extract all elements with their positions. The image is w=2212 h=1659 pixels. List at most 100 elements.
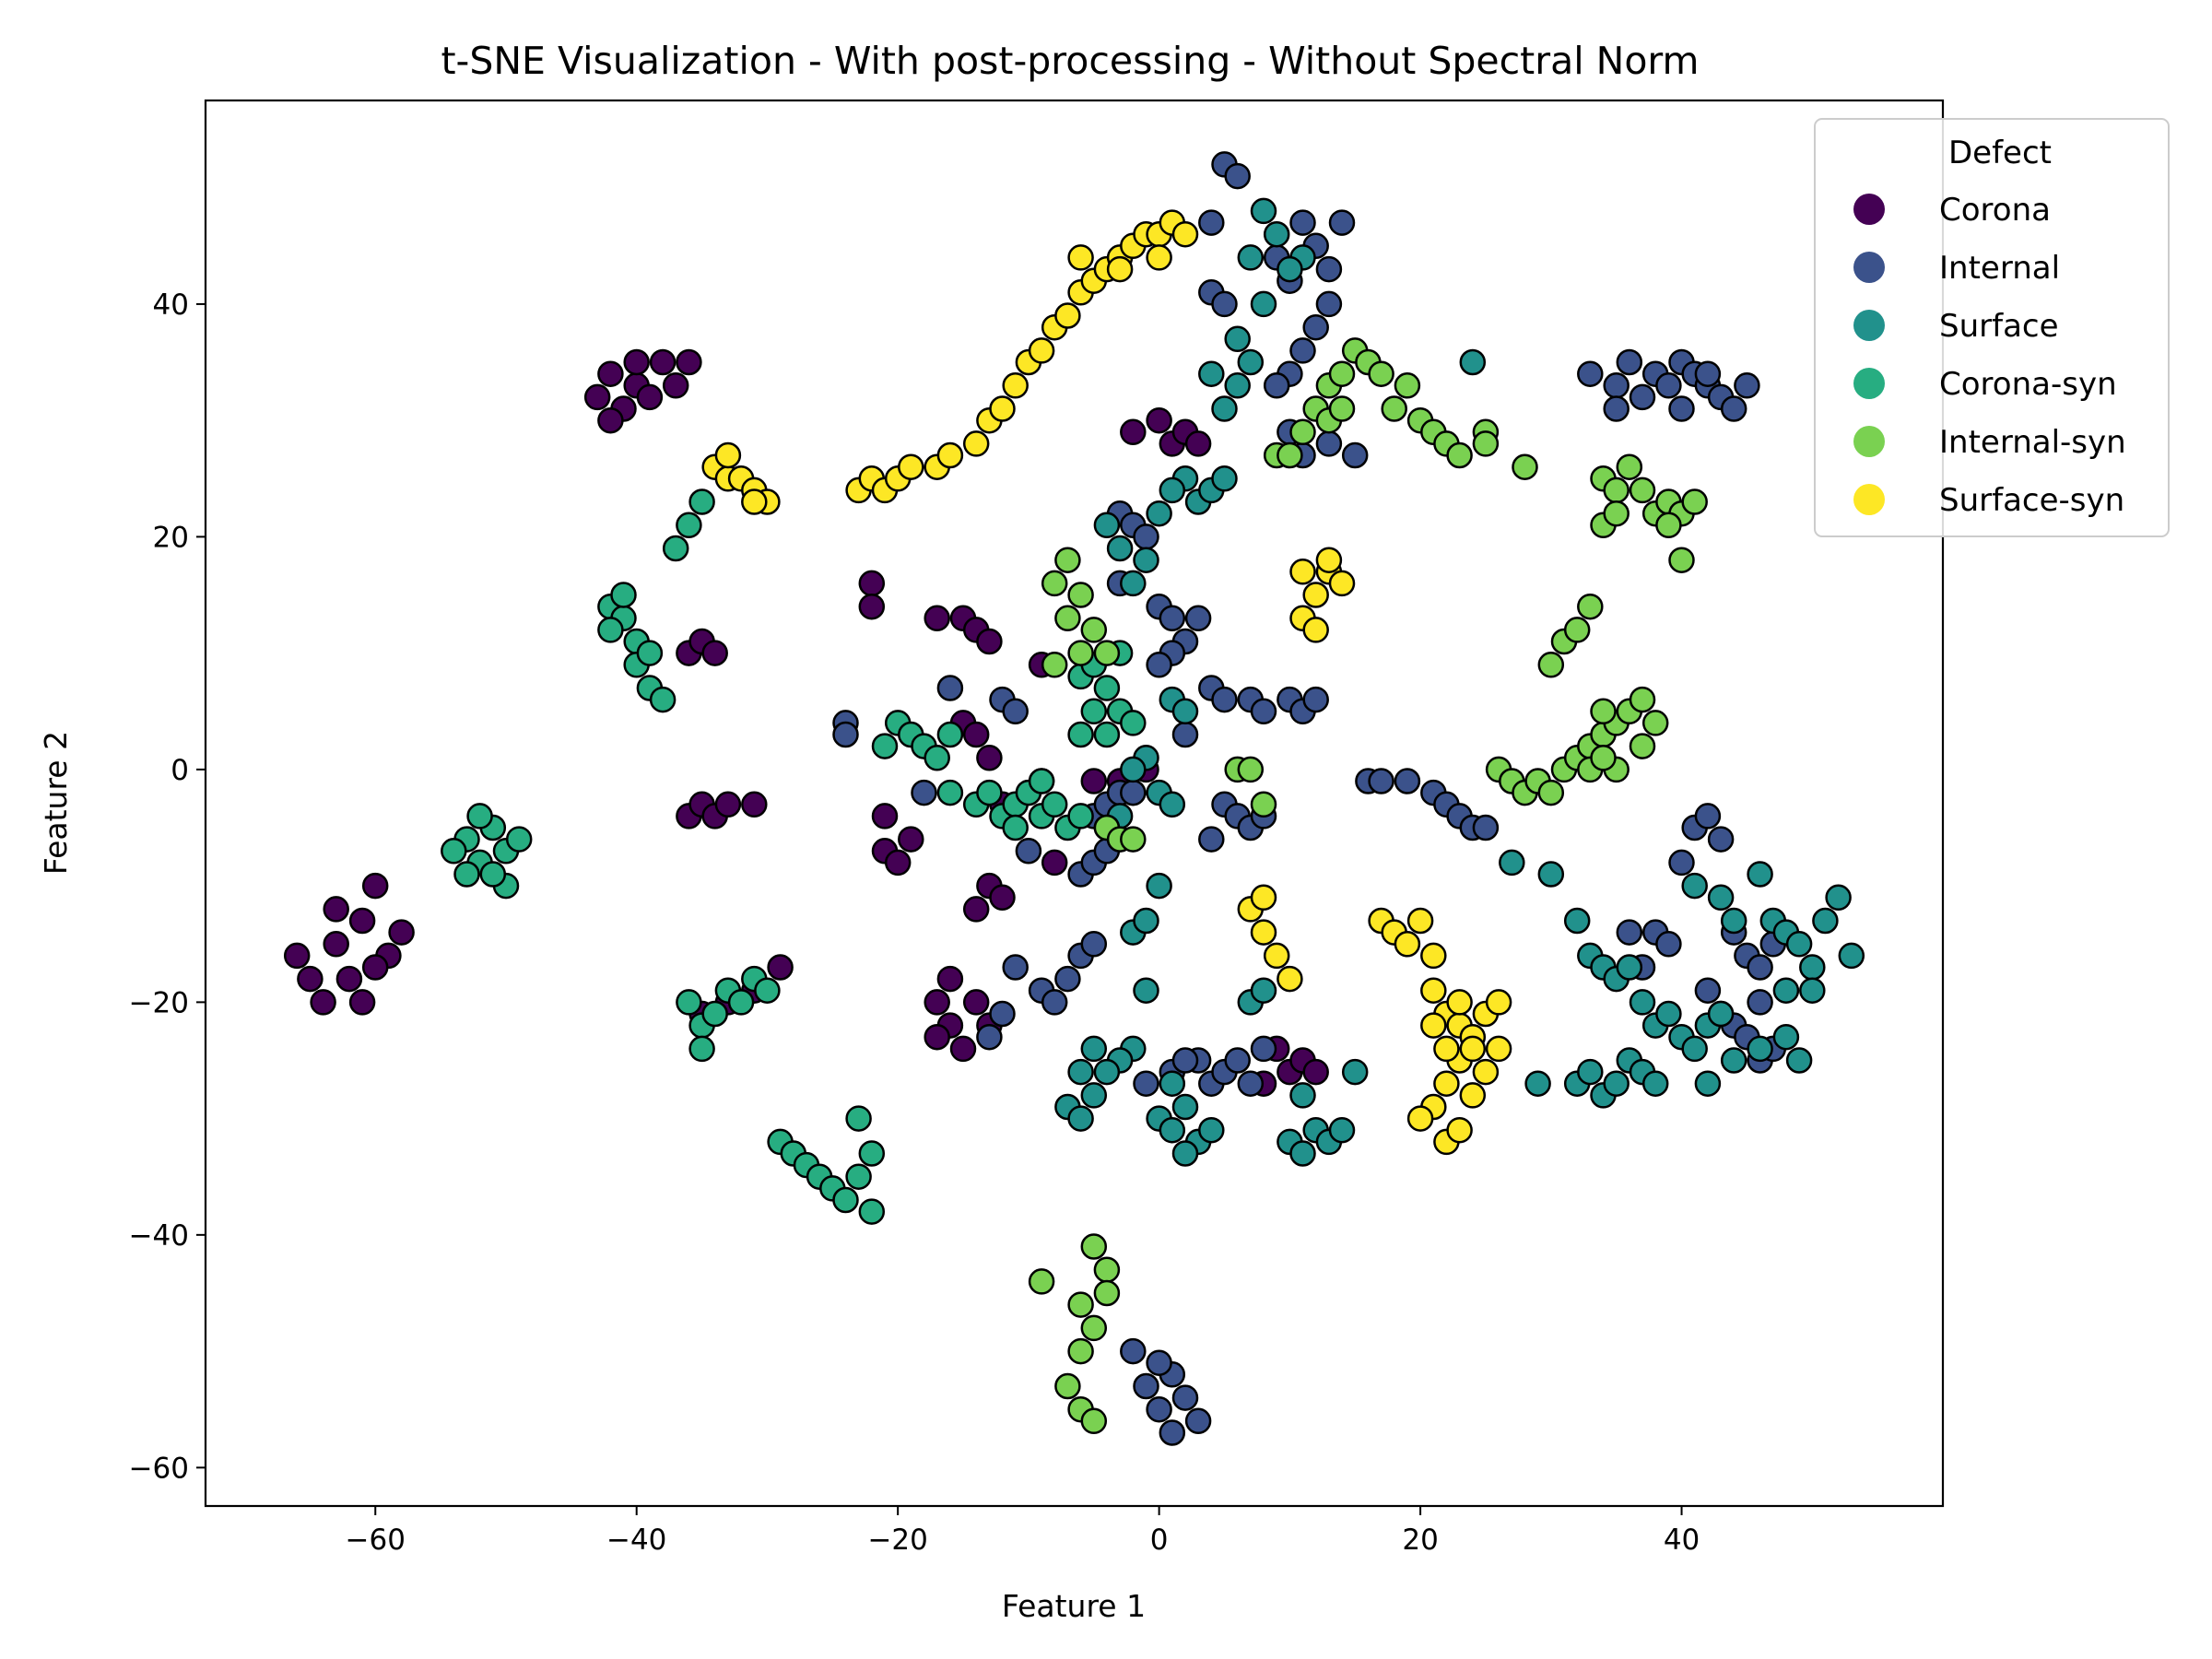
y-tick-label-4: 20 <box>153 521 189 554</box>
point-internal-91 <box>1577 360 1604 387</box>
point-corona-syn-64 <box>1120 710 1147 736</box>
point-corona-syn-21 <box>636 640 664 666</box>
point-surface-syn-31 <box>1067 244 1094 271</box>
point-corona-62 <box>1080 768 1108 794</box>
point-surface-9 <box>1198 360 1225 387</box>
point-internal-syn-34 <box>1328 395 1356 422</box>
point-corona-syn-60 <box>1093 675 1121 701</box>
point-corona-syn-16 <box>597 617 624 643</box>
point-surface-31 <box>1146 872 1172 900</box>
point-corona-12 <box>583 383 611 411</box>
point-corona-10 <box>297 965 324 993</box>
legend-label-internal-syn: Internal-syn <box>1939 424 2126 461</box>
point-corona-syn-38 <box>845 1105 872 1132</box>
point-surface-41 <box>1159 1070 1186 1097</box>
point-surface-81 <box>1707 884 1735 912</box>
point-internal-102 <box>1734 372 1760 399</box>
point-surface-61 <box>1563 907 1591 935</box>
point-surface-55 <box>1341 1058 1369 1086</box>
point-internal-61 <box>1315 430 1343 457</box>
point-corona-syn-24 <box>701 1000 728 1028</box>
point-surface-91 <box>1772 977 1800 1004</box>
point-surface-syn-38 <box>1250 884 1277 912</box>
point-corona-0 <box>283 942 311 970</box>
point-corona-syn-44 <box>936 721 964 748</box>
point-surface-54 <box>1328 1116 1356 1144</box>
point-internal-119 <box>1747 989 1773 1016</box>
point-corona-66 <box>1120 418 1147 446</box>
point-corona-syn-52 <box>1028 768 1055 794</box>
point-internal-syn-0 <box>1041 570 1068 597</box>
y-tick-label-3: 0 <box>171 754 189 787</box>
point-corona-70 <box>1184 430 1212 457</box>
point-internal-53 <box>1302 313 1329 341</box>
point-corona-syn-15 <box>649 686 677 713</box>
chart-title: t-SNE Visualization - With post-processi… <box>441 39 1699 83</box>
point-corona-syn-45 <box>871 733 899 759</box>
point-corona-syn-35 <box>832 1186 859 1214</box>
point-surface-49 <box>1250 977 1277 1004</box>
point-corona-syn-7 <box>479 861 507 888</box>
point-surface-83 <box>1747 861 1773 888</box>
point-internal-37 <box>1250 698 1277 725</box>
point-surface-syn-60 <box>1446 1116 1473 1144</box>
point-surface-87 <box>1799 954 1826 981</box>
point-internal-65 <box>1394 768 1421 794</box>
point-surface-syn-56 <box>1433 1070 1460 1097</box>
point-surface-20 <box>1120 570 1147 597</box>
point-surface-82 <box>1720 907 1747 935</box>
point-corona-29 <box>741 791 768 818</box>
point-surface-14 <box>1250 197 1277 225</box>
point-surface-96 <box>1772 1023 1800 1051</box>
point-corona-syn-6 <box>441 838 467 865</box>
point-internal-33 <box>1171 721 1199 748</box>
point-corona-syn-20 <box>688 488 715 515</box>
point-surface-syn-44 <box>1289 559 1316 585</box>
point-corona-syn-28 <box>754 977 781 1004</box>
point-internal-syn-10 <box>1120 826 1147 853</box>
point-internal-syn-48 <box>1537 779 1565 806</box>
point-internal-106 <box>1668 849 1695 877</box>
point-surface-syn-33 <box>1146 244 1172 271</box>
point-internal-103 <box>1603 395 1630 422</box>
point-surface-66 <box>1629 989 1656 1016</box>
point-surface-86 <box>1785 931 1813 958</box>
point-surface-70 <box>1681 1035 1708 1063</box>
point-internal-52 <box>1315 290 1343 318</box>
point-internal-62 <box>1341 441 1369 469</box>
y-tick-label-0: −60 <box>129 1452 189 1485</box>
point-corona-38 <box>884 849 912 877</box>
point-corona-46 <box>976 745 1003 771</box>
legend-label-surface-syn: Surface-syn <box>1939 482 2124 519</box>
point-corona-35 <box>858 593 886 620</box>
point-corona-1 <box>310 989 336 1016</box>
point-surface-57 <box>1459 348 1487 376</box>
point-corona-syn-43 <box>924 745 950 771</box>
point-internal-syn-32 <box>1368 360 1394 387</box>
point-surface-syn-65 <box>1485 989 1512 1016</box>
point-surface-58 <box>1499 849 1525 877</box>
point-internal-syn-12 <box>1237 756 1265 783</box>
point-corona-syn-26 <box>727 989 755 1016</box>
point-internal-1 <box>832 721 859 748</box>
point-internal-syn-40 <box>1446 441 1473 469</box>
point-surface-51 <box>1289 1140 1316 1167</box>
point-internal-86 <box>1237 1070 1265 1097</box>
point-surface-39 <box>1067 1105 1094 1132</box>
point-corona-18 <box>636 383 664 411</box>
point-surface-syn-68 <box>1420 1012 1447 1039</box>
x-axis-ticks: −60 −40 −20 0 20 40 <box>346 1506 1700 1557</box>
point-internal-syn-65 <box>1590 745 1617 771</box>
point-internal-76 <box>1146 1395 1172 1423</box>
point-internal-syn-22 <box>1080 1233 1108 1260</box>
legend-marker-surface-syn <box>1853 484 1885 515</box>
point-corona-39 <box>898 826 924 853</box>
point-corona-syn-62 <box>1080 698 1108 725</box>
point-internal-35 <box>1211 686 1238 713</box>
point-corona-16 <box>649 348 677 376</box>
point-corona-syn-19 <box>676 512 702 539</box>
point-surface-17 <box>1093 512 1121 539</box>
point-internal-121 <box>1655 931 1682 958</box>
point-corona-24 <box>701 640 728 666</box>
point-internal-syn-21 <box>1093 1256 1121 1283</box>
